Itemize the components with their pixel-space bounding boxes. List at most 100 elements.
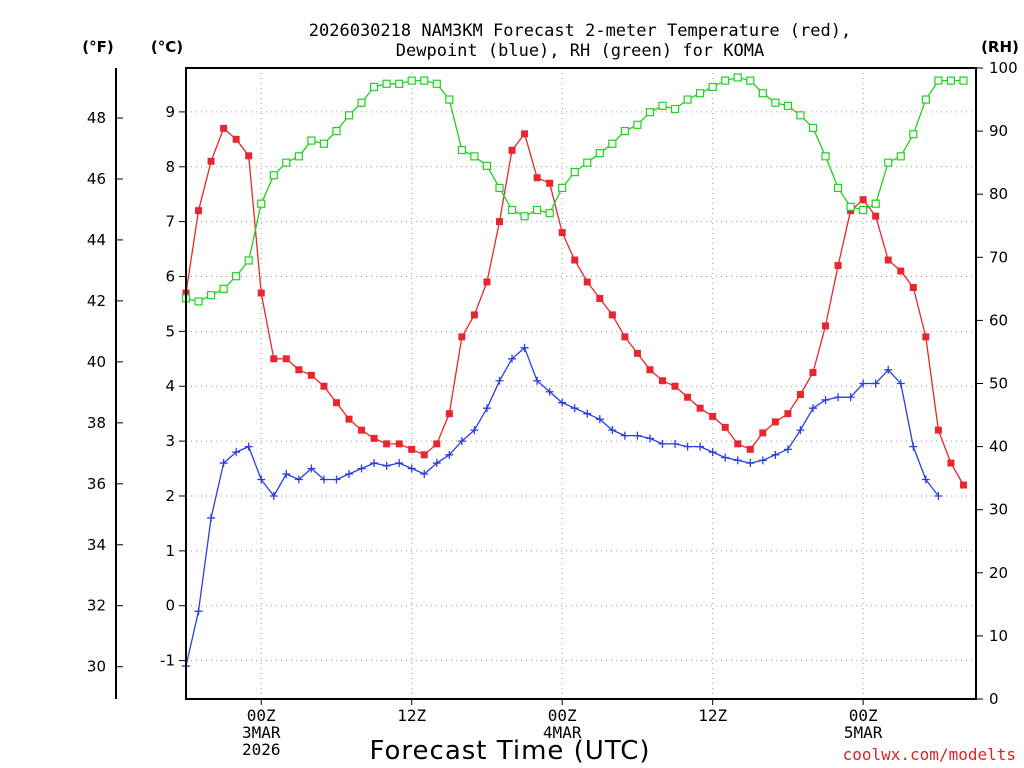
data-point [922,333,930,341]
data-point [269,491,278,500]
data-point [382,461,391,470]
data-point [395,440,403,448]
data-point [458,333,466,341]
data-point [595,149,604,158]
data-point [357,98,366,107]
f-tick-label: 36 [87,475,106,493]
rh-tick-label: 80 [989,185,1008,203]
data-point [671,439,680,448]
x-tick-label: 00Z [849,706,878,725]
data-point [721,423,729,431]
f-tick-label: 32 [87,597,106,615]
data-point [445,450,454,459]
data-point [558,183,567,192]
data-point [645,434,654,443]
data-point [407,464,416,473]
grid-lines [186,68,976,699]
data-point [219,284,228,293]
data-point [708,82,717,92]
c-tick-label: 9 [165,103,175,121]
data-point [546,179,554,187]
data-point [194,297,203,306]
data-point [319,139,329,148]
data-point [796,390,804,398]
data-point [495,183,504,192]
f-tick-label: 48 [87,109,106,127]
data-point [959,76,968,85]
data-point [270,355,278,363]
data-point [194,607,203,616]
data-point [357,464,366,473]
data-point [633,431,642,440]
data-point [257,475,266,484]
data-point [909,130,918,139]
data-point [508,354,517,363]
c-tick-label: 7 [165,213,175,231]
data-point [282,355,290,363]
data-point [545,387,554,396]
data-point [457,145,466,155]
data-point [959,481,967,489]
data-point [345,415,353,423]
data-point [307,464,316,473]
data-point [696,89,705,98]
data-point [583,409,592,418]
x-tick-label: 2026 [242,740,281,759]
rh-tick-label: 30 [989,501,1008,519]
data-point [282,158,291,167]
data-point [934,76,943,85]
data-point [871,199,880,208]
rh-tick-label: 40 [989,438,1008,456]
data-point [659,377,667,385]
data-point [470,311,478,319]
f-tick-label: 30 [87,658,106,676]
data-point [708,448,717,457]
data-point [507,205,517,215]
data-point [269,171,278,180]
chart-title-line1: 2026030218 NAM3KM Forecast 2-meter Tempe… [309,21,851,41]
data-point [620,126,629,136]
data-point [620,431,629,440]
data-point [884,158,893,167]
data-point [220,124,228,132]
data-point [608,426,617,435]
data-point [232,135,240,143]
data-point [445,95,454,104]
data-point [433,440,441,448]
data-point [859,379,868,388]
data-point [420,76,429,85]
rh-tick-label: 60 [989,311,1008,329]
c-tick-label: 3 [165,432,175,450]
data-point [909,283,917,291]
data-point [358,426,366,434]
f-tick-label: 38 [87,414,106,432]
series-line [185,76,964,303]
data-point [784,410,792,418]
data-point [320,382,328,390]
x-tick-label: 12Z [397,706,426,725]
data-point [896,152,905,161]
data-point [520,343,529,352]
data-point [545,209,554,218]
f-tick-label: 40 [87,353,106,371]
chart-title-line2: Dewpoint (blue), RH (green) for KOMA [396,41,764,61]
data-point [382,79,391,88]
data-point [684,393,692,401]
data-point [771,418,779,426]
data-point [808,123,818,133]
data-point [558,398,567,407]
data-point [244,256,253,265]
data-point [608,311,616,319]
data-point [897,267,905,275]
data-point [482,161,492,170]
data-point [583,158,592,167]
data-point [783,101,793,110]
data-point [646,366,654,374]
data-point [696,404,704,412]
credit-text: coolwx.com/modelts [843,745,1016,764]
data-point [206,291,216,300]
data-point [195,207,203,215]
data-point [671,382,679,390]
rh-tick-label: 0 [989,690,999,708]
series-2-meter-temperature [182,124,967,489]
